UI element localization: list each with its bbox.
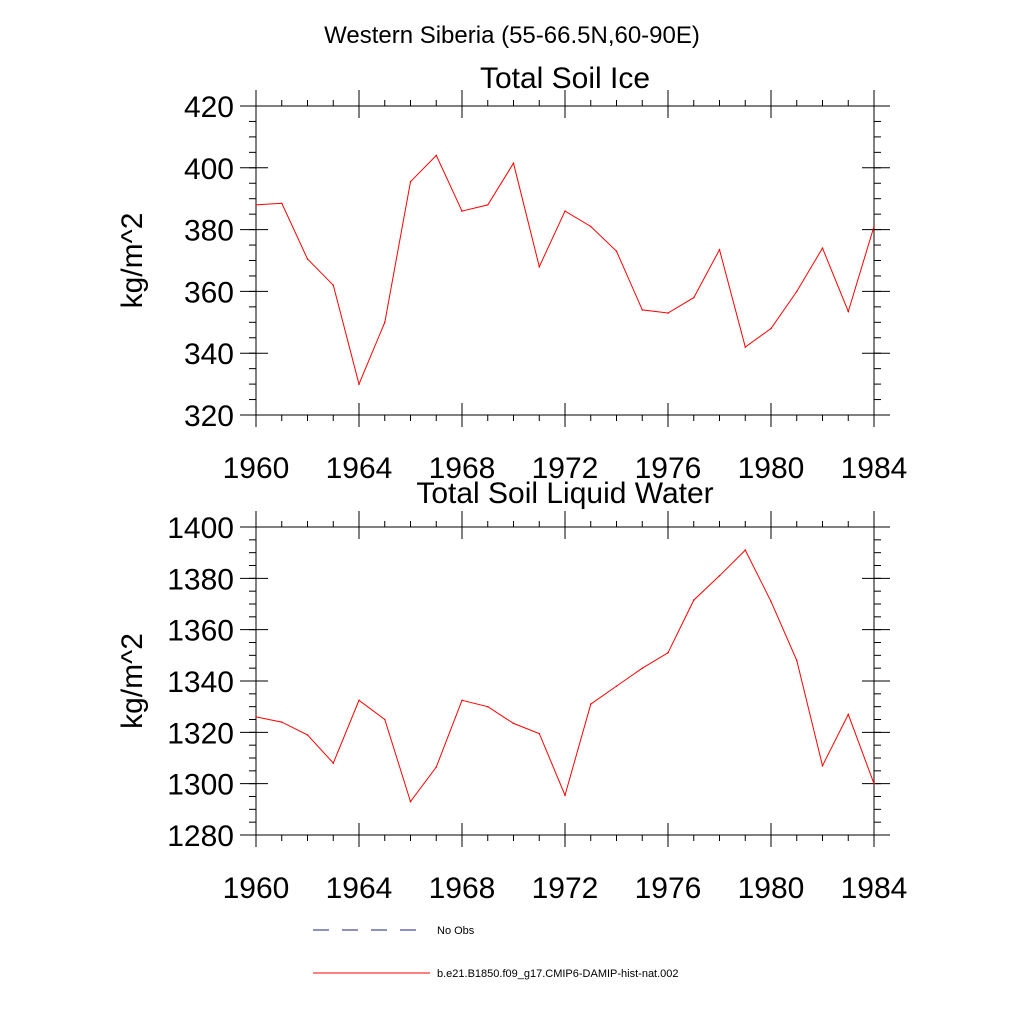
x-tick-label: 1960 [223,452,290,485]
y-tick-label: 320 [184,400,234,433]
panel-title: Total Soil Liquid Water [416,477,713,510]
legend-entry-no-obs: No Obs [313,925,475,937]
data-point [409,180,412,183]
y-tick-label: 340 [184,338,234,371]
data-point [486,204,489,206]
y-tick-label: 420 [184,91,234,124]
data-point [280,721,283,723]
data-point [332,284,335,287]
data-point [486,705,489,708]
data-point [358,699,360,702]
data-point [589,703,592,705]
data-point [821,247,824,249]
x-tick-label: 1964 [326,452,393,485]
data-point [667,312,669,314]
x-tick-label: 1972 [532,872,599,905]
data-point [873,782,875,785]
data-point [589,225,592,228]
data-point [332,762,335,764]
x-tick-label: 1980 [738,452,805,485]
data-point [873,225,875,228]
data-point [847,713,850,716]
data-point [795,290,798,293]
y-tick-label: 1380 [167,563,234,596]
data-point [512,162,515,164]
y-tick-label: 1300 [167,769,234,802]
panel-soil-liquid-water: Total Soil Liquid Water 1960 1964 1968 1972 1… [116,477,907,905]
y-tick-label: 380 [184,215,234,248]
x-tick-label: 1968 [429,452,496,485]
data-point [744,549,747,551]
y-tick-label: 1360 [167,615,234,648]
x-tick-label: 1976 [635,872,702,905]
data-point [770,327,772,330]
data-point [821,764,824,767]
legend-label-model-run: b.e21.B1850.f09_g17.CMIP6-DAMIP-hist-nat… [437,968,679,980]
y-tick-label: 400 [184,153,234,186]
data-point [435,154,438,157]
data-point [718,574,721,577]
legend: No Obs b.e21.B1850.f09_g17.CMIP6-DAMIP-h… [313,925,679,980]
data-point [255,204,257,206]
data-point [306,258,309,260]
data-point [383,321,386,324]
x-tick-label: 1984 [841,452,908,485]
x-tick-label: 1964 [326,872,393,905]
x-tick-label: 1980 [738,872,805,905]
y-tick-label: 1400 [167,512,234,545]
y-tick-label: 1340 [167,666,234,699]
data-point [795,659,798,662]
plot-frame [255,526,875,836]
legend-label-no-obs: No Obs [437,925,475,937]
data-point [564,210,566,212]
data-point [847,310,850,313]
data-point [435,766,438,768]
y-tick-label: 1280 [167,820,234,853]
data-point [744,346,747,348]
y-axis-label: kg/m^2 [116,633,149,729]
data-point [692,296,695,299]
data-point [641,667,644,669]
x-tick-label: 1984 [841,872,908,905]
series-line [255,154,875,386]
figure-title: Western Siberia (55-66.5N,60-90E) [324,22,700,49]
data-point [255,716,257,718]
data-point [692,599,695,601]
data-point [280,202,283,205]
y-tick-label: 1320 [167,717,234,750]
panel-title: Total Soil Ice [480,62,650,95]
plot-frame [255,105,875,416]
data-point [306,734,309,736]
data-point [358,383,360,385]
data-point [718,248,721,251]
y-axis-label: kg/m^2 [116,213,149,309]
data-point [564,794,566,797]
data-point [383,718,386,721]
data-point [641,309,644,311]
legend-entry-model-run: b.e21.B1850.f09_g17.CMIP6-DAMIP-hist-nat… [313,968,679,980]
data-point [667,651,669,654]
panel-soil-ice: Total Soil Ice 1960 1964 1968 1972 1976 1980 19… [116,62,907,485]
x-tick-label: 1968 [429,872,496,905]
data-point [538,265,541,268]
x-tick-label: 1960 [223,872,290,905]
data-point [512,722,515,725]
data-point [461,210,463,212]
data-point [770,600,772,603]
data-point [615,685,618,687]
data-point [409,800,412,803]
series-line [255,549,875,803]
data-point [615,250,618,253]
data-point [461,699,463,702]
x-tick-label: 1972 [532,452,599,485]
data-point [538,732,541,735]
y-tick-label: 360 [184,276,234,309]
x-tick-label: 1976 [635,452,702,485]
